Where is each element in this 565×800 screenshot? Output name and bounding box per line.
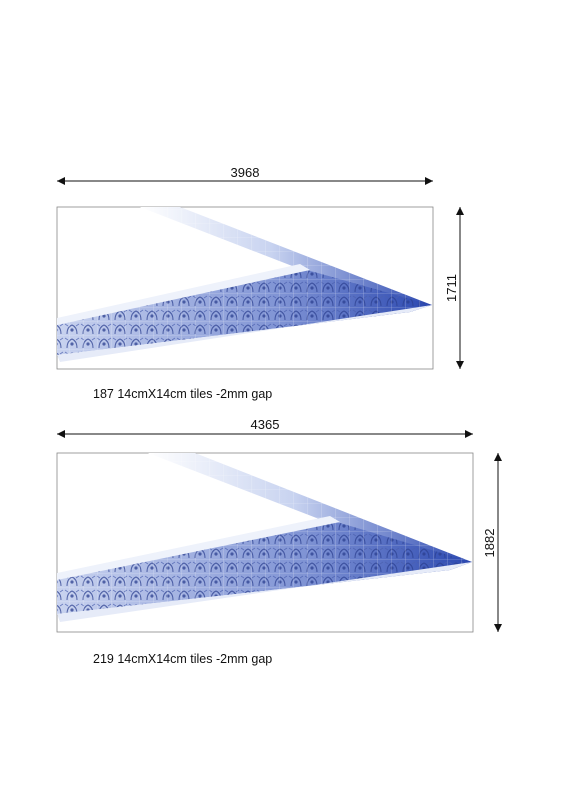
panel-1: 3968 1711 <box>56 165 464 370</box>
panel-frame-1 <box>56 206 434 370</box>
width-label-1: 3968 <box>231 165 260 180</box>
width-label-2: 4365 <box>251 417 280 432</box>
height-label-1: 1711 <box>444 274 459 302</box>
panel-frame-2 <box>56 452 474 633</box>
panel-2: 4365 1882 <box>56 417 502 633</box>
tile-count-caption-1: 187 14cmX14cm tiles -2mm gap <box>93 387 273 401</box>
height-label-2: 1882 <box>482 529 497 558</box>
tile-count-caption-2: 219 14cmX14cm tiles -2mm gap <box>93 652 273 666</box>
